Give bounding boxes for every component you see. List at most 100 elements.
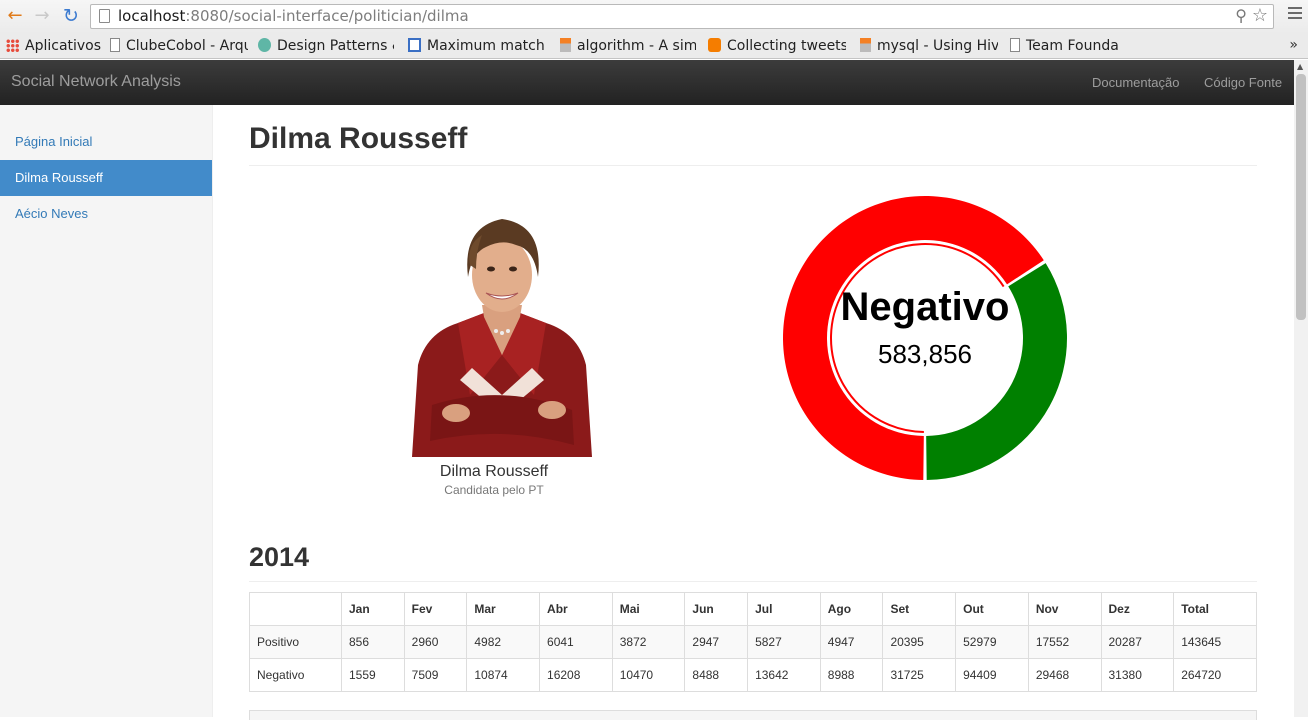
stackoverflow-icon (860, 38, 871, 52)
bookmark-apps[interactable]: Aplicativos (6, 37, 102, 55)
zoom-icon[interactable]: ⚲ (1235, 6, 1247, 25)
stackoverflow-icon (560, 38, 571, 52)
candidate-portrait (412, 219, 592, 457)
table-cell: 94409 (955, 658, 1029, 692)
table-cell: 31725 (882, 658, 957, 692)
apps-grid-icon (6, 39, 19, 52)
table-header-cell: Out (955, 592, 1029, 626)
table-cell: 17552 (1027, 625, 1102, 659)
table-header-cell: Dez (1100, 592, 1175, 626)
table-header-cell: Fev (403, 592, 468, 626)
bookmark-mysql-hive[interactable]: mysql - Using Hive (860, 37, 998, 55)
donut-center-label: Negativo (840, 285, 1010, 329)
table-cell: 143645 (1173, 625, 1257, 659)
bookmark-maximum-matching[interactable]: Maximum matchin (408, 37, 546, 55)
bookmarks-overflow-button[interactable]: » (1289, 37, 1298, 53)
table-cell: 52979 (955, 625, 1029, 659)
table-cell: 16208 (539, 658, 613, 692)
site-icon (408, 38, 421, 52)
page-icon (1010, 38, 1020, 52)
bookmarks-bar: Aplicativos ClubeCobol - Arqui Design Pa… (0, 33, 1308, 59)
table-header-cell: Jul (747, 592, 821, 626)
divider (249, 165, 1257, 166)
bookmark-label: Collecting tweets (727, 38, 846, 54)
table-header-cell: Jan (341, 592, 405, 626)
browser-toolbar: ← → ↻ localhost:8080/social-interface/po… (0, 0, 1308, 33)
table-cell: 29468 (1027, 658, 1102, 692)
table-header-cell: Mai (611, 592, 686, 626)
table-header-cell: Total (1173, 592, 1257, 626)
bookmark-collecting-tweets[interactable]: Collecting tweets (708, 37, 846, 55)
table-cell: 31380 (1100, 658, 1175, 692)
menu-icon[interactable] (1288, 7, 1302, 25)
divider (249, 581, 1257, 582)
sidebar-item-aecio-neves[interactable]: Aécio Neves (15, 206, 88, 221)
bookmark-label: ClubeCobol - Arqui (126, 38, 248, 54)
donut-center-value: 583,856 (878, 339, 972, 369)
scrollbar-thumb[interactable] (1296, 74, 1306, 320)
sidebar-item-pagina-inicial[interactable]: Página Inicial (15, 134, 93, 149)
table-cell: 7509 (403, 658, 468, 692)
table-row: Negativo 1559 7509 10874 16208 10470 8488 13642… (249, 658, 1257, 692)
table-header-cell: Abr (539, 592, 613, 626)
table-header-cell: Nov (1027, 592, 1102, 626)
table-cell: 856 (341, 625, 405, 659)
star-icon[interactable]: ☆ (1251, 5, 1268, 26)
table-header-cell: Set (882, 592, 957, 626)
url-text[interactable]: localhost:8080/social-interface/politici… (118, 7, 469, 25)
table-cell: 10470 (611, 658, 686, 692)
table-cell: 10874 (466, 658, 541, 692)
scroll-up-arrow-icon[interactable]: ▲ (1297, 62, 1304, 71)
sentiment-donut-chart (783, 196, 1067, 480)
bookmark-label: Maximum matchin (427, 38, 546, 54)
bookmark-label: Aplicativos (25, 38, 102, 54)
table-cell: 4947 (819, 625, 884, 659)
site-icon (258, 38, 271, 52)
url-path: :8080/social-interface/politician/dilma (185, 7, 469, 25)
table-header-row: Jan Fev Mar Abr Mai Jun Jul Ago Set Out Nov Dez Tota… (249, 592, 1257, 626)
table-header-cell: Mar (466, 592, 541, 626)
table-cell: 1559 (341, 658, 405, 692)
brand-link[interactable]: Social Network Analysis (11, 73, 181, 90)
table-cell: 20287 (1100, 625, 1175, 659)
page-icon (110, 38, 120, 52)
bookmark-label: Design Patterns & (277, 38, 394, 54)
donut-slice-positivo[interactable] (926, 263, 1067, 480)
table-cell: 6041 (539, 625, 613, 659)
bookmark-clubecobol[interactable]: ClubeCobol - Arqui (110, 37, 248, 55)
monthly-sentiment-table: Jan Fev Mar Abr Mai Jun Jul Ago Set Out Nov Dez Tota… (249, 592, 1257, 692)
sidebar: Página Inicial Dilma Rousseff Aécio Neve… (0, 105, 213, 717)
forward-arrow-icon[interactable]: → (34, 5, 50, 26)
donut-slice-negativo[interactable] (783, 196, 1044, 480)
candidate-subtitle: Candidata pelo PT (444, 483, 544, 497)
page-title: Dilma Rousseff (249, 122, 468, 155)
table-cell: 13642 (747, 658, 821, 692)
table-cell: 5827 (747, 625, 821, 659)
candidate-name: Dilma Rousseff (439, 463, 549, 480)
url-host: localhost (118, 7, 186, 25)
table-cell: 20395 (882, 625, 957, 659)
bookmark-team-foundation[interactable]: Team Foundation \ (1010, 37, 1118, 55)
row-label: Negativo (249, 658, 342, 692)
page-scrollbar[interactable]: ▲ (1294, 60, 1308, 717)
bookmark-algorithm[interactable]: algorithm - A simpl (560, 37, 696, 55)
nav-link-documentacao[interactable]: Documentação (1092, 75, 1180, 90)
back-arrow-icon[interactable]: ← (7, 5, 23, 26)
sidebar-item-dilma-rousseff[interactable]: Dilma Rousseff (0, 160, 212, 196)
nav-link-codigo-fonte[interactable]: Código Fonte (1204, 75, 1283, 90)
next-panel (249, 710, 1257, 720)
bookmark-design-patterns[interactable]: Design Patterns & (258, 37, 394, 55)
address-bar[interactable]: localhost:8080/social-interface/politici… (90, 4, 1274, 29)
table-cell: 8988 (819, 658, 884, 692)
table-header-cell: Jun (684, 592, 749, 626)
reload-icon[interactable]: ↻ (63, 5, 79, 27)
table-cell: 264720 (1173, 658, 1257, 692)
page-icon (99, 9, 110, 23)
main-content: Dilma Rousseff Dilma Rousseff Candidata … (213, 105, 1294, 720)
top-navbar: Social Network Analysis Documentação Cód… (0, 60, 1294, 105)
bookmark-label: Team Foundation \ (1026, 38, 1118, 54)
year-heading: 2014 (249, 542, 310, 572)
table-cell: 8488 (684, 658, 749, 692)
table-row: Positivo 856 2960 4982 6041 3872 2947 5827 4947 2… (249, 625, 1257, 659)
bookmark-label: algorithm - A simpl (577, 38, 696, 54)
